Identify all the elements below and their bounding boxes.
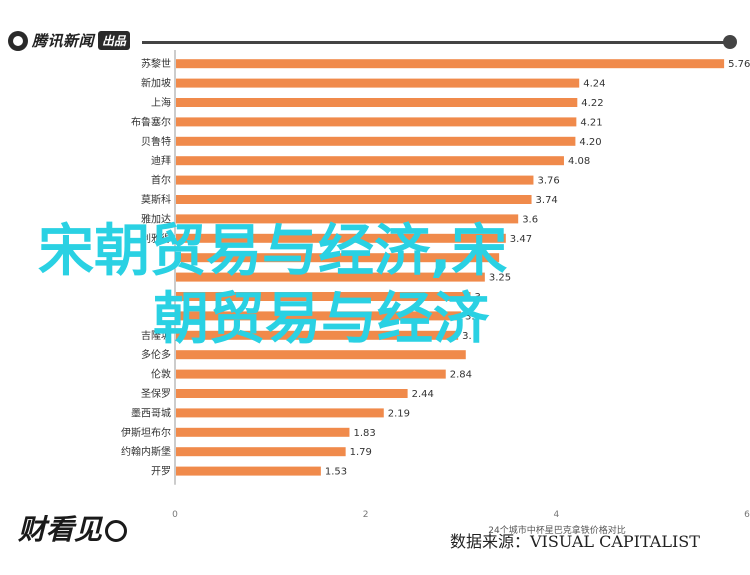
logo-icon — [8, 30, 28, 51]
category-label: 伊斯坦布尔 — [121, 426, 171, 439]
category-label: 迪拜 — [151, 155, 171, 167]
bar — [176, 59, 725, 69]
bar — [176, 78, 580, 88]
x-axis-title: 24个城市中杯星巴克拿铁价格对比 — [488, 524, 625, 536]
value-label: 3.47 — [510, 234, 532, 245]
value-label: 4.08 — [568, 156, 590, 167]
bar — [176, 330, 459, 340]
bar — [176, 272, 485, 282]
category-label: 多伦多 — [141, 348, 171, 361]
x-tick-label: 2 — [363, 510, 369, 520]
bar — [176, 408, 384, 418]
value-label: 1.53 — [325, 467, 347, 478]
value-label: 4.24 — [583, 79, 605, 90]
bar — [176, 447, 346, 457]
logo-badge: 出品 — [98, 31, 131, 50]
bar — [176, 156, 564, 166]
category-label: 首尔 — [151, 174, 171, 187]
category-label: 圣保罗 — [141, 387, 171, 400]
value-label: 1.83 — [353, 428, 375, 439]
bar — [176, 253, 500, 263]
value-label: 2.19 — [388, 408, 410, 419]
bar — [176, 117, 577, 127]
bar — [176, 233, 506, 243]
value-label: 3.76 — [537, 176, 559, 187]
category-label: 布鲁塞尔 — [131, 115, 171, 128]
category-label: 新加坡 — [141, 77, 171, 90]
bar — [176, 311, 461, 321]
category-label: 贝鲁特 — [141, 135, 171, 148]
bar — [176, 98, 578, 107]
category-label: 墨西哥城 — [131, 407, 171, 419]
value-label: 3.25 — [489, 273, 511, 284]
footer-logo-dot — [105, 520, 128, 542]
tencent-news-logo: 腾讯新闻 出品 — [8, 30, 131, 51]
bar — [176, 175, 534, 185]
bar — [176, 292, 471, 301]
bar — [176, 466, 321, 476]
category-label: 利雅得 — [141, 232, 171, 245]
value-label: 3. — [462, 331, 472, 342]
category-label: 莫斯科 — [141, 193, 171, 206]
x-tick-label: 0 — [172, 510, 178, 520]
value-label: 2.84 — [450, 370, 472, 381]
value-label: 3.6 — [522, 214, 538, 225]
footer-logo-text: 财看见 — [18, 513, 103, 546]
value-label: 4.20 — [579, 137, 601, 148]
category-label: 约翰内斯堡 — [121, 445, 171, 458]
value-label: 4.21 — [580, 117, 602, 128]
bar — [176, 427, 350, 437]
bar — [176, 369, 446, 379]
category-label: 伦敦 — [151, 368, 171, 381]
x-tick-label: 4 — [553, 510, 559, 520]
category-label: 开罗 — [151, 466, 171, 478]
value-label: 1.79 — [350, 447, 372, 458]
logo-text: 腾讯新闻 — [32, 32, 95, 50]
value-label: 3. — [465, 311, 475, 322]
value-label: 2.44 — [412, 389, 434, 400]
header-rule-end-dot — [723, 35, 737, 49]
value-label: 4.22 — [581, 98, 603, 109]
header-rule — [142, 41, 730, 44]
bar — [176, 350, 466, 360]
data-source: 数据来源：VISUAL CAPITALIST — [450, 532, 700, 551]
bar — [176, 214, 519, 224]
x-tick-label: 6 — [744, 510, 750, 520]
caikanjian-logo: 财看见 — [18, 508, 128, 548]
value-label: 5.76 — [728, 59, 750, 70]
value-label: 3.74 — [536, 195, 558, 206]
category-label: 上海 — [151, 96, 171, 109]
category-label: 雅加达 — [141, 212, 171, 225]
category-label: 苏黎世 — [141, 57, 171, 70]
bar — [176, 195, 532, 204]
category-label: 吉隆坡 — [141, 329, 171, 342]
bar — [176, 136, 576, 146]
value-label: 3. — [475, 292, 485, 303]
bar — [176, 389, 408, 398]
